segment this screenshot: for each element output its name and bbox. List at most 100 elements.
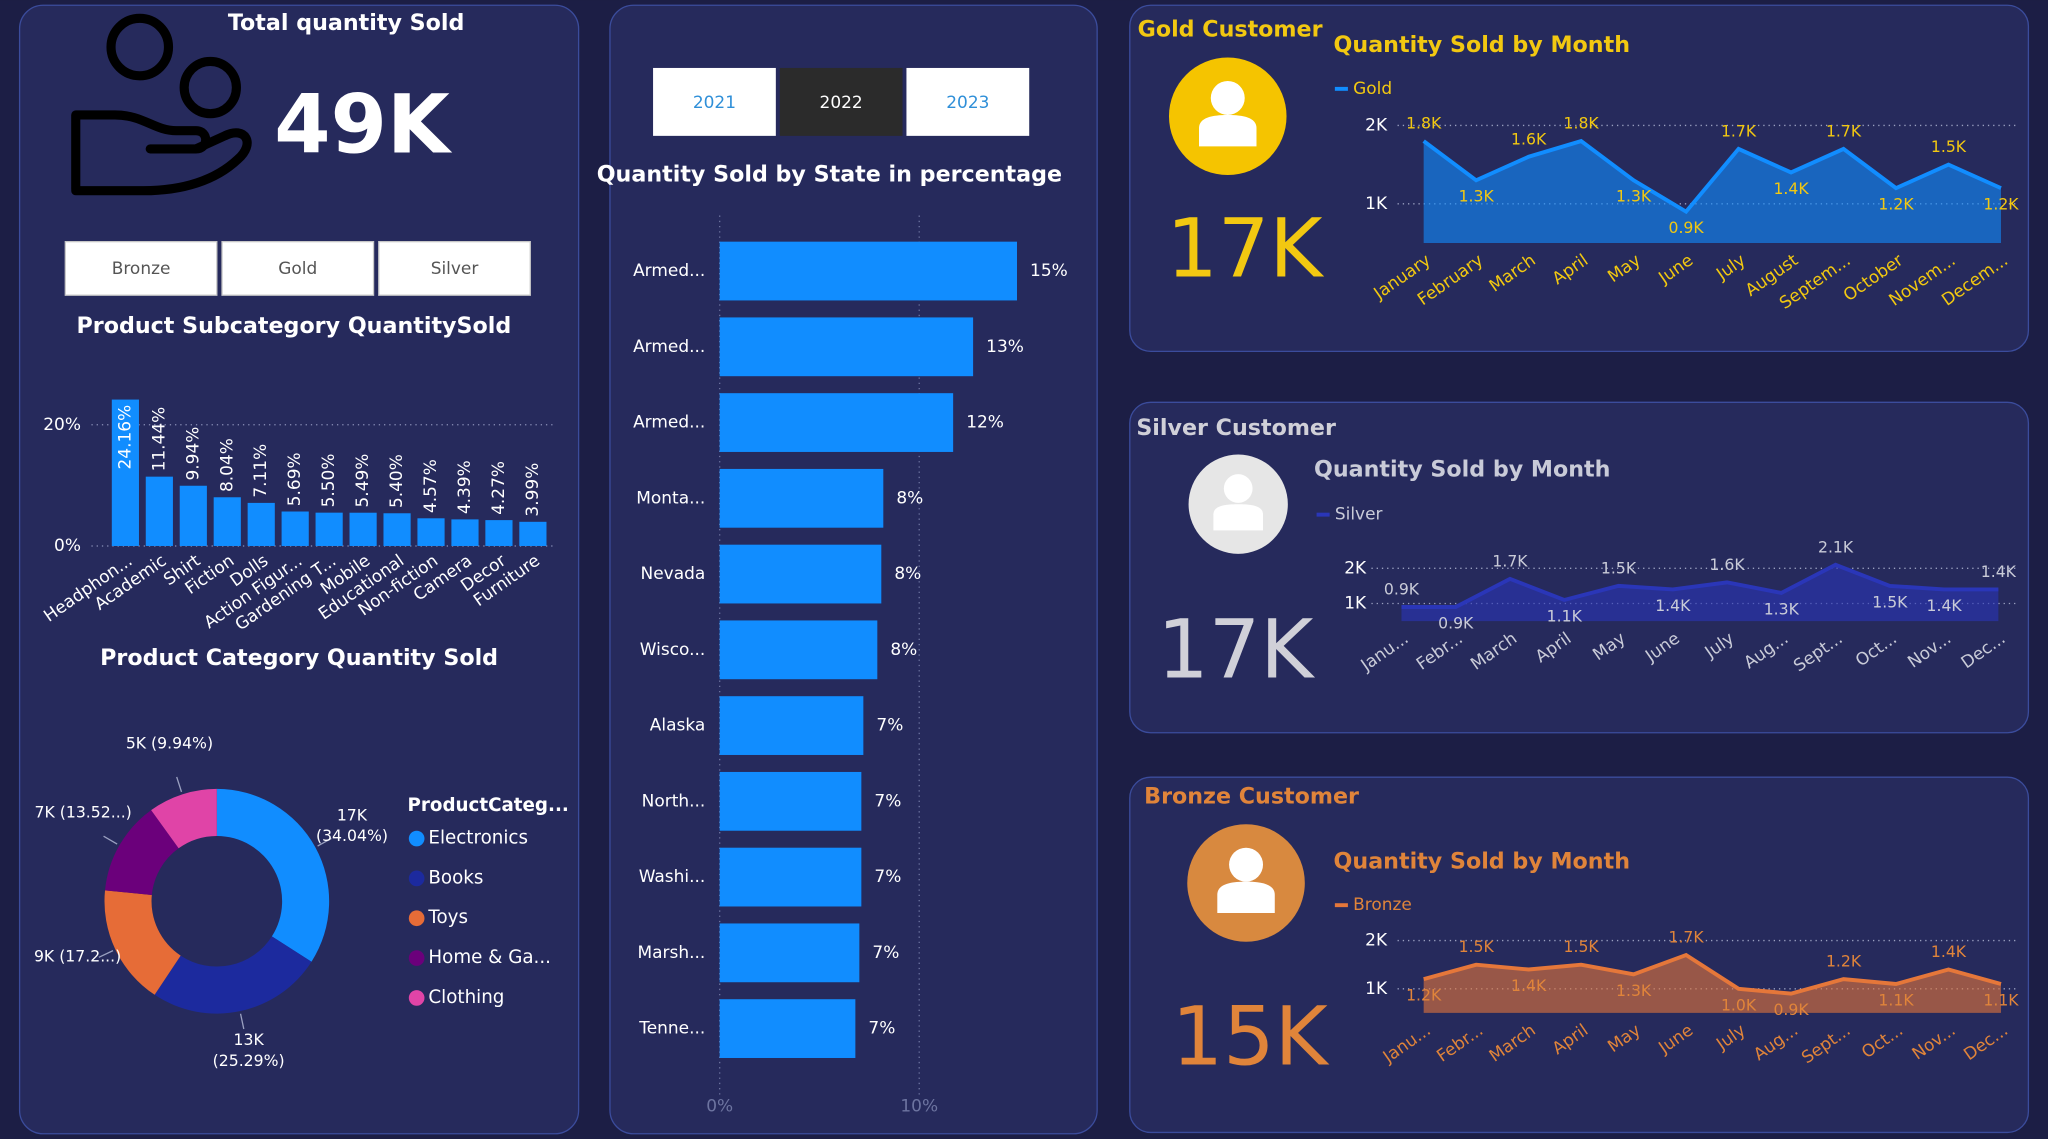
value-label: 1.7K [1721,121,1757,140]
donut-slice [104,890,181,995]
value-label: 1.2K [1878,195,1914,214]
value-label: 1.5K [1872,592,1908,611]
state-title: Quantity Sold by State in percentage [597,162,1062,188]
bar [719,468,884,528]
y-tick-label: Armed... [633,413,705,433]
subcategory-title: Product Subcategory QuantitySold [77,313,512,339]
x-tick-label: 0% [706,1096,733,1116]
legend-label: Gold [1353,79,1392,99]
segment-button[interactable] [221,241,375,296]
value-label: 5K (9.94%) [125,733,214,752]
segment-label[interactable]: Bronze [112,259,171,279]
leader-line [98,950,114,958]
value-label: 1.6K [1709,555,1745,574]
value-label: 0.9K [1438,613,1474,632]
value-label: 1.8K [1564,114,1600,133]
y-tick-label: 20% [43,415,81,435]
gold-value: 17K [1166,203,1324,297]
value-label: 12% [966,413,1004,433]
year-label[interactable]: 2022 [820,93,863,113]
value-label: 1.4K [1511,976,1547,995]
bar [719,544,882,604]
year-button[interactable] [779,67,903,136]
bar [719,847,862,907]
bar [719,771,862,831]
year-label[interactable]: 2021 [693,93,736,113]
value-label: 15% [1030,261,1068,281]
bar [281,511,309,546]
bronze-icon [1187,824,1305,942]
silver-chart-title: Quantity Sold by Month [1314,457,1610,483]
bar [451,519,479,546]
segment-label[interactable]: Gold [278,259,317,279]
value-label: 2.1K [1818,537,1854,556]
silver-value: 17K [1157,604,1315,698]
quantity-icon [71,13,252,196]
bar [485,520,513,546]
value-label: 1.3K [1764,599,1800,618]
line [1423,952,2002,996]
year-label[interactable]: 2023 [946,93,989,113]
year-button[interactable] [653,67,776,136]
value-label: 1.3K [1616,981,1652,1000]
bronze-value: 15K [1172,990,1330,1084]
value-label: 9.94% [183,427,203,481]
area [1423,141,2001,243]
value-label: 1.2K [1826,952,1862,971]
y-tick-label: Alaska [650,716,706,736]
y-tick-label: North... [642,791,706,811]
legend-swatch [408,990,425,1006]
y-tick-label: Washi... [639,867,706,887]
bar [719,241,1017,301]
value-label: 7% [876,716,903,736]
value-label: 1.7K [1668,928,1704,947]
legend-label: Books [428,867,483,888]
value-label-box: 17K (34.04%) [316,806,388,845]
bar [719,999,856,1058]
bar [145,476,173,546]
y-tick-label: 1K [1344,593,1367,613]
bar [417,518,445,546]
value-label: 9K (17.2...) [33,946,122,965]
legend-label: Silver [1335,505,1383,525]
total-value: 49K [274,79,453,173]
legend-swatch [408,950,425,966]
bar [719,393,954,452]
value-label: 7% [874,791,901,811]
segment-label[interactable]: Silver [431,259,479,279]
area [1401,564,1999,622]
value-label-box: 13K (25.29%) [213,1031,285,1070]
leader-line [103,835,118,845]
segment-button[interactable] [378,241,531,296]
value-label: 1.7K [1492,551,1528,570]
year-button[interactable] [906,67,1030,136]
y-tick-label: Monta... [636,488,705,508]
x-tick-label: 10% [900,1096,938,1116]
value-label-box: 5K (9.94%) [125,733,214,752]
value-label: 1.1K [1547,606,1583,625]
y-tick-label: 2K [1365,931,1388,951]
bar [111,399,139,546]
legend-swatch [408,910,425,927]
silver-icon [1188,454,1288,554]
gold-chart-title: Quantity Sold by Month [1334,32,1630,58]
value-label: 1.5K [1564,937,1600,956]
segment-button[interactable] [64,241,218,296]
value-label: 0.9K [1384,580,1420,599]
value-label: 7K (13.52...) [34,803,132,822]
y-tick-label: 0% [54,536,81,556]
line [1401,562,1999,609]
value-label: 8% [894,564,921,584]
value-label: 1.0K [1721,995,1757,1014]
value-label: 1.3K [1616,187,1652,206]
donut-slice [216,788,330,962]
line [1422,138,2002,215]
value-label: 1.4K [1931,942,1967,961]
bar [519,521,547,546]
legend-label: Electronics [428,828,528,849]
y-tick-label: Wisco... [640,640,706,660]
value-label: 7.11% [251,444,271,498]
value-label: 5.50% [319,454,339,508]
y-tick-label: Armed... [633,337,705,357]
